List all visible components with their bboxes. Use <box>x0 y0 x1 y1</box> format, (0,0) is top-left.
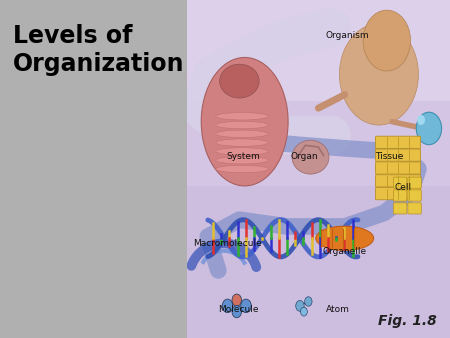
FancyBboxPatch shape <box>375 149 420 161</box>
Text: Organism: Organism <box>325 31 369 40</box>
Text: Macromolecule: Macromolecule <box>193 239 262 248</box>
Ellipse shape <box>216 130 268 138</box>
Circle shape <box>232 294 242 306</box>
FancyBboxPatch shape <box>393 177 407 188</box>
FancyBboxPatch shape <box>408 190 421 201</box>
Ellipse shape <box>216 121 268 129</box>
Text: Tissue: Tissue <box>375 152 404 161</box>
Text: Cell: Cell <box>394 183 411 192</box>
Text: Organelle: Organelle <box>323 247 367 256</box>
Ellipse shape <box>339 24 418 125</box>
Text: Organ: Organ <box>290 152 318 161</box>
FancyBboxPatch shape <box>393 203 407 214</box>
Ellipse shape <box>216 113 268 120</box>
FancyBboxPatch shape <box>408 203 421 214</box>
FancyBboxPatch shape <box>375 136 420 148</box>
Ellipse shape <box>316 226 374 250</box>
Circle shape <box>417 115 425 125</box>
Ellipse shape <box>220 64 259 98</box>
FancyBboxPatch shape <box>375 188 420 200</box>
Ellipse shape <box>201 57 288 186</box>
Bar <box>187 0 450 186</box>
Circle shape <box>363 10 410 71</box>
Circle shape <box>241 299 251 313</box>
FancyBboxPatch shape <box>408 177 421 188</box>
FancyBboxPatch shape <box>393 190 407 201</box>
Circle shape <box>232 306 242 318</box>
Ellipse shape <box>216 139 268 146</box>
Ellipse shape <box>216 148 268 155</box>
Circle shape <box>305 297 312 306</box>
FancyBboxPatch shape <box>375 162 420 174</box>
Ellipse shape <box>216 156 268 164</box>
Circle shape <box>416 112 441 145</box>
Ellipse shape <box>292 140 329 174</box>
Text: Atom: Atom <box>326 305 350 314</box>
FancyBboxPatch shape <box>375 175 420 187</box>
Text: Levels of
Organization: Levels of Organization <box>13 24 184 76</box>
Text: Molecule: Molecule <box>218 305 258 314</box>
Ellipse shape <box>216 165 268 173</box>
Text: Fig. 1.8: Fig. 1.8 <box>378 314 437 328</box>
Bar <box>187 0 450 101</box>
Circle shape <box>301 307 307 316</box>
Circle shape <box>296 300 304 311</box>
Text: System: System <box>226 152 260 161</box>
Circle shape <box>222 299 233 313</box>
